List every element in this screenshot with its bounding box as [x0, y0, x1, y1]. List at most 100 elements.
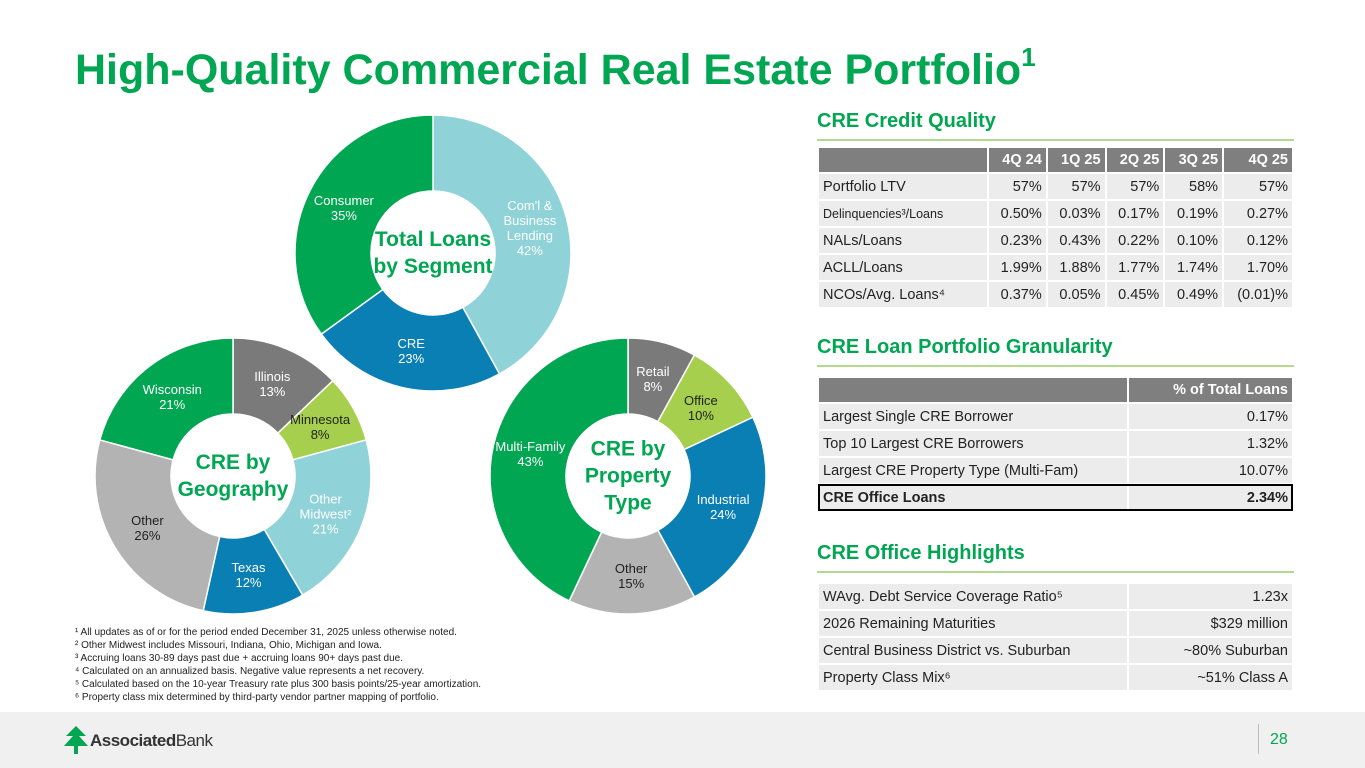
header-cell: 4Q 25 — [1222, 146, 1294, 174]
table-cell: 1.74% — [1163, 253, 1225, 282]
table-cell: 0.27% — [1222, 199, 1294, 228]
table-cell: 57% — [1104, 172, 1166, 201]
slice-category: Minnesota — [290, 411, 351, 427]
slice-value: 42% — [516, 243, 543, 259]
slice-category: Multi-Family — [495, 439, 566, 455]
footnote: ⁴ Calculated on an annualized basis. Neg… — [75, 666, 425, 677]
table-row: CRE Office Loans 2.34% — [817, 483, 1294, 512]
footnote: ⁵ Calculated based on the 10-year Treasu… — [75, 679, 482, 690]
table-cell: Portfolio LTV — [817, 172, 989, 201]
slice-label: Other Midwest² 21% — [286, 491, 366, 536]
credit-table: 4Q 24 1Q 25 2Q 25 3Q 25 4Q 25 Portfolio LTV 57… — [817, 146, 1294, 309]
table-cell: 0.10% — [1163, 226, 1225, 255]
footnote: ⁶ Property class mix determined by third… — [75, 692, 439, 703]
slice-label: Office 10% — [661, 393, 741, 423]
donut-center-title: CRE by Property Type — [584, 437, 672, 515]
slice-value: 24% — [710, 506, 737, 522]
header-cell: % of Total Loans — [1127, 376, 1294, 404]
slice-label: Wisconsin 21% — [132, 382, 212, 412]
table-cell: Largest CRE Property Type (Multi-Fam) — [817, 456, 1129, 485]
table-row: 2026 Remaining Maturities $329 million — [817, 609, 1294, 638]
table-cell: ~80% Suburban — [1127, 636, 1294, 665]
donut-slice — [263, 439, 372, 597]
table-cell: 0.17% — [1127, 402, 1294, 431]
table-cell: 1.32% — [1127, 429, 1294, 458]
table-cell: 0.23% — [987, 226, 1048, 255]
slice-value: 21% — [312, 521, 339, 537]
table-row: Portfolio LTV 57% 57% 57% 58% 57% — [817, 172, 1294, 201]
header-cell — [817, 146, 989, 174]
slice-value: 13% — [259, 384, 286, 400]
slice-category: Other Midwest² — [299, 491, 352, 522]
slice-label: Texas 12% — [208, 560, 288, 590]
slice-value: 10% — [687, 407, 714, 423]
table-cell: 0.50% — [987, 199, 1048, 228]
table-cell: 0.22% — [1104, 226, 1166, 255]
brand-name: Associated — [90, 731, 176, 750]
table-row: ACLL/Loans 1.99% 1.88% 1.77% 1.74% 1.70% — [817, 253, 1294, 282]
slice-label: Consumer 35% — [304, 193, 384, 223]
table-row: Property Class Mix⁶ ~51% Class A — [817, 663, 1294, 692]
header-cell: 3Q 25 — [1163, 146, 1225, 174]
slice-category: Industrial — [696, 491, 750, 507]
logo-icon — [64, 726, 88, 754]
table-cell: Delinquencies³/Loans — [817, 199, 989, 228]
header-row: % of Total Loans — [817, 376, 1294, 404]
slice-category: Wisconsin — [142, 381, 202, 397]
table-row: Largest CRE Property Type (Multi-Fam) 10.… — [817, 456, 1294, 485]
title-text: High-Quality Commercial Real Estate Port… — [75, 46, 1022, 94]
table-row: Top 10 Largest CRE Borrowers 1.32% — [817, 429, 1294, 458]
table-cell: Central Business District vs. Suburban — [817, 636, 1129, 665]
header-cell — [817, 376, 1129, 404]
donut-center-title: Total Loans by Segment — [373, 228, 493, 278]
donut-slice — [432, 114, 572, 375]
donut-slice — [320, 288, 501, 392]
table-cell: (0.01)% — [1222, 280, 1294, 309]
slice-value: 26% — [134, 527, 161, 543]
section-title: CRE Credit Quality — [817, 110, 1294, 141]
slice-label: Com'l & Business Lending 42% — [490, 198, 570, 258]
slice-value: 43% — [517, 454, 544, 470]
table-row: NCOs/Avg. Loans⁴ 0.37% 0.05% 0.45% 0.49% (0.0… — [817, 280, 1294, 309]
page-number: 28 — [1270, 731, 1288, 748]
slice-label: Multi-Family 43% — [490, 439, 570, 469]
slice-value: 35% — [330, 207, 357, 223]
slice-label: Illinois 13% — [232, 369, 312, 399]
table-cell: 0.03% — [1045, 199, 1107, 228]
table-cell: 57% — [987, 172, 1048, 201]
slice-label: Retail 8% — [613, 364, 693, 394]
header-cell: 1Q 25 — [1045, 146, 1107, 174]
table-row: Delinquencies³/Loans 0.50% 0.03% 0.17% 0.19%… — [817, 199, 1294, 228]
donut-slice — [656, 416, 767, 598]
table-cell: 0.43% — [1045, 226, 1107, 255]
table-cell: 2026 Remaining Maturities — [817, 609, 1129, 638]
table-cell: 0.05% — [1045, 280, 1107, 309]
table-cell: Property Class Mix⁶ — [817, 663, 1129, 692]
slice-label: Other 26% — [107, 513, 187, 543]
slice-label: Other 15% — [591, 561, 671, 591]
slice-category: Texas — [231, 559, 266, 575]
slice-category: Other — [131, 512, 164, 528]
slice-category: Illinois — [254, 369, 291, 385]
table-row: WAvg. Debt Service Coverage Ratio⁵ 1.23x — [817, 582, 1294, 611]
table-cell: 0.17% — [1104, 199, 1166, 228]
slice-value: 15% — [618, 575, 645, 591]
table-cell: 0.19% — [1163, 199, 1225, 228]
divider — [1258, 724, 1259, 754]
footnotes: ¹ All updates as of or for the period en… — [75, 626, 481, 704]
title-note: 1 — [1021, 42, 1036, 72]
header-cell: 2Q 25 — [1104, 146, 1166, 174]
table-cell: WAvg. Debt Service Coverage Ratio⁵ — [817, 582, 1129, 611]
footnote: ² Other Midwest includes Missouri, India… — [75, 640, 382, 651]
slice-label: Industrial 24% — [683, 492, 763, 522]
table-cell: 0.49% — [1163, 280, 1225, 309]
slide-title: High-Quality Commercial Real Estate Port… — [75, 42, 1036, 95]
footnote: ¹ All updates as of or for the period en… — [75, 627, 457, 638]
donut-slice — [568, 529, 696, 615]
table-row: Largest Single CRE Borrower 0.17% — [817, 402, 1294, 431]
table-cell: 1.88% — [1045, 253, 1107, 282]
office-table: WAvg. Debt Service Coverage Ratio⁵ 1.23x 2… — [817, 582, 1294, 692]
donut-slice — [94, 439, 221, 612]
slice-value: 8% — [643, 379, 663, 395]
brand-name-2: Bank — [175, 731, 213, 750]
